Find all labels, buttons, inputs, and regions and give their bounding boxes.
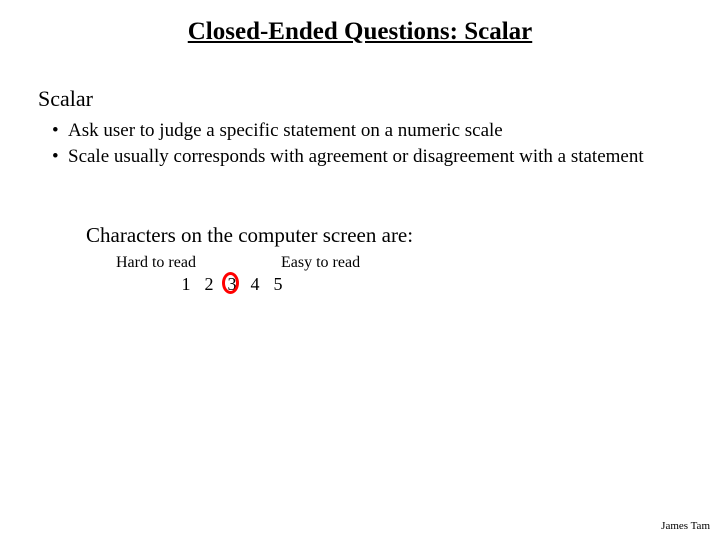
scale-anchors: Hard to read Easy to read <box>116 254 720 272</box>
scale-value: 4 <box>249 274 261 295</box>
slide-title: Closed-Ended Questions: Scalar <box>0 0 720 46</box>
bullet-list: • Ask user to judge a specific statement… <box>52 118 720 169</box>
bullet-text: Ask user to judge a specific statement o… <box>68 118 503 144</box>
bullet-dot-icon: • <box>52 118 68 144</box>
scale-value: 5 <box>272 274 284 295</box>
subheading: Scalar <box>38 86 720 112</box>
anchor-right: Easy to read <box>281 254 360 272</box>
footer-author: James Tam <box>661 520 710 532</box>
scale-row: 1 2 3 4 5 <box>180 274 720 295</box>
example-block: Characters on the computer screen are: H… <box>86 223 720 295</box>
example-prompt: Characters on the computer screen are: <box>86 223 720 248</box>
bullet-item: • Scale usually corresponds with agreeme… <box>52 144 720 170</box>
scale-value-label: 4 <box>251 274 260 294</box>
scale-value: 1 <box>180 274 192 295</box>
bullet-item: • Ask user to judge a specific statement… <box>52 118 720 144</box>
scale-value: 2 <box>203 274 215 295</box>
scale-value-label: 1 <box>182 274 191 294</box>
scale-value: 3 <box>226 274 238 295</box>
bullet-text: Scale usually corresponds with agreement… <box>68 144 644 170</box>
anchor-left: Hard to read <box>116 254 281 272</box>
scale-value-label: 5 <box>274 274 283 294</box>
bullet-dot-icon: • <box>52 144 68 170</box>
slide: Closed-Ended Questions: Scalar Scalar • … <box>0 0 720 540</box>
scale-value-label: 2 <box>205 274 214 294</box>
